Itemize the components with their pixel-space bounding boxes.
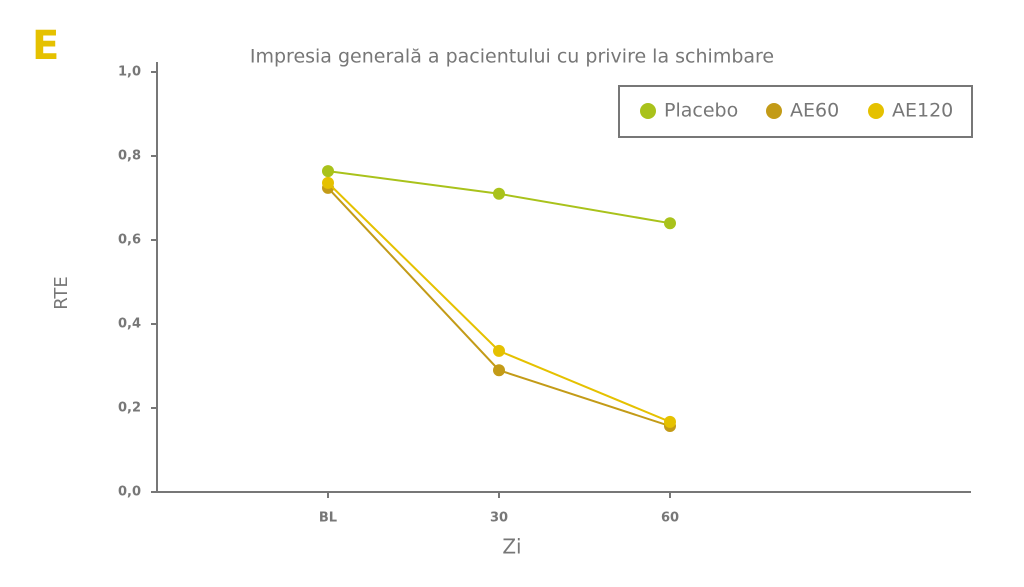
point (493, 364, 505, 377)
series-line (327, 187, 671, 428)
point (664, 217, 676, 230)
legend-box (618, 85, 973, 138)
series-line (327, 182, 671, 423)
y-tick-label: 0,2 (118, 401, 141, 416)
y-axis-label: RTE (51, 276, 72, 310)
legend-marker (766, 103, 782, 119)
panel-label: E (32, 23, 59, 69)
chart-title: Impresia generală a pacientului cu privi… (250, 46, 774, 68)
y-tick-label: 0,4 (118, 317, 141, 332)
point (493, 187, 505, 200)
legend-label: AE120 (892, 100, 953, 122)
x-axis-label: Zi (502, 535, 521, 559)
legend-label: AE60 (790, 100, 839, 122)
point (493, 344, 505, 357)
y-tick-label: 0,0 (118, 485, 141, 500)
y-tick-label: 0,6 (118, 233, 141, 248)
y-tick-label: 0,8 (118, 149, 141, 164)
legend-label: Placebo (664, 100, 738, 122)
x-tick-label: 30 (490, 511, 508, 526)
legend-marker (868, 103, 884, 119)
legend-marker (640, 103, 656, 119)
point (664, 415, 676, 428)
point (322, 165, 334, 178)
x-tick-label: BL (319, 511, 337, 526)
x-tick-label: 60 (661, 511, 679, 526)
point (322, 176, 334, 189)
y-tick-label: 1,0 (118, 65, 141, 80)
